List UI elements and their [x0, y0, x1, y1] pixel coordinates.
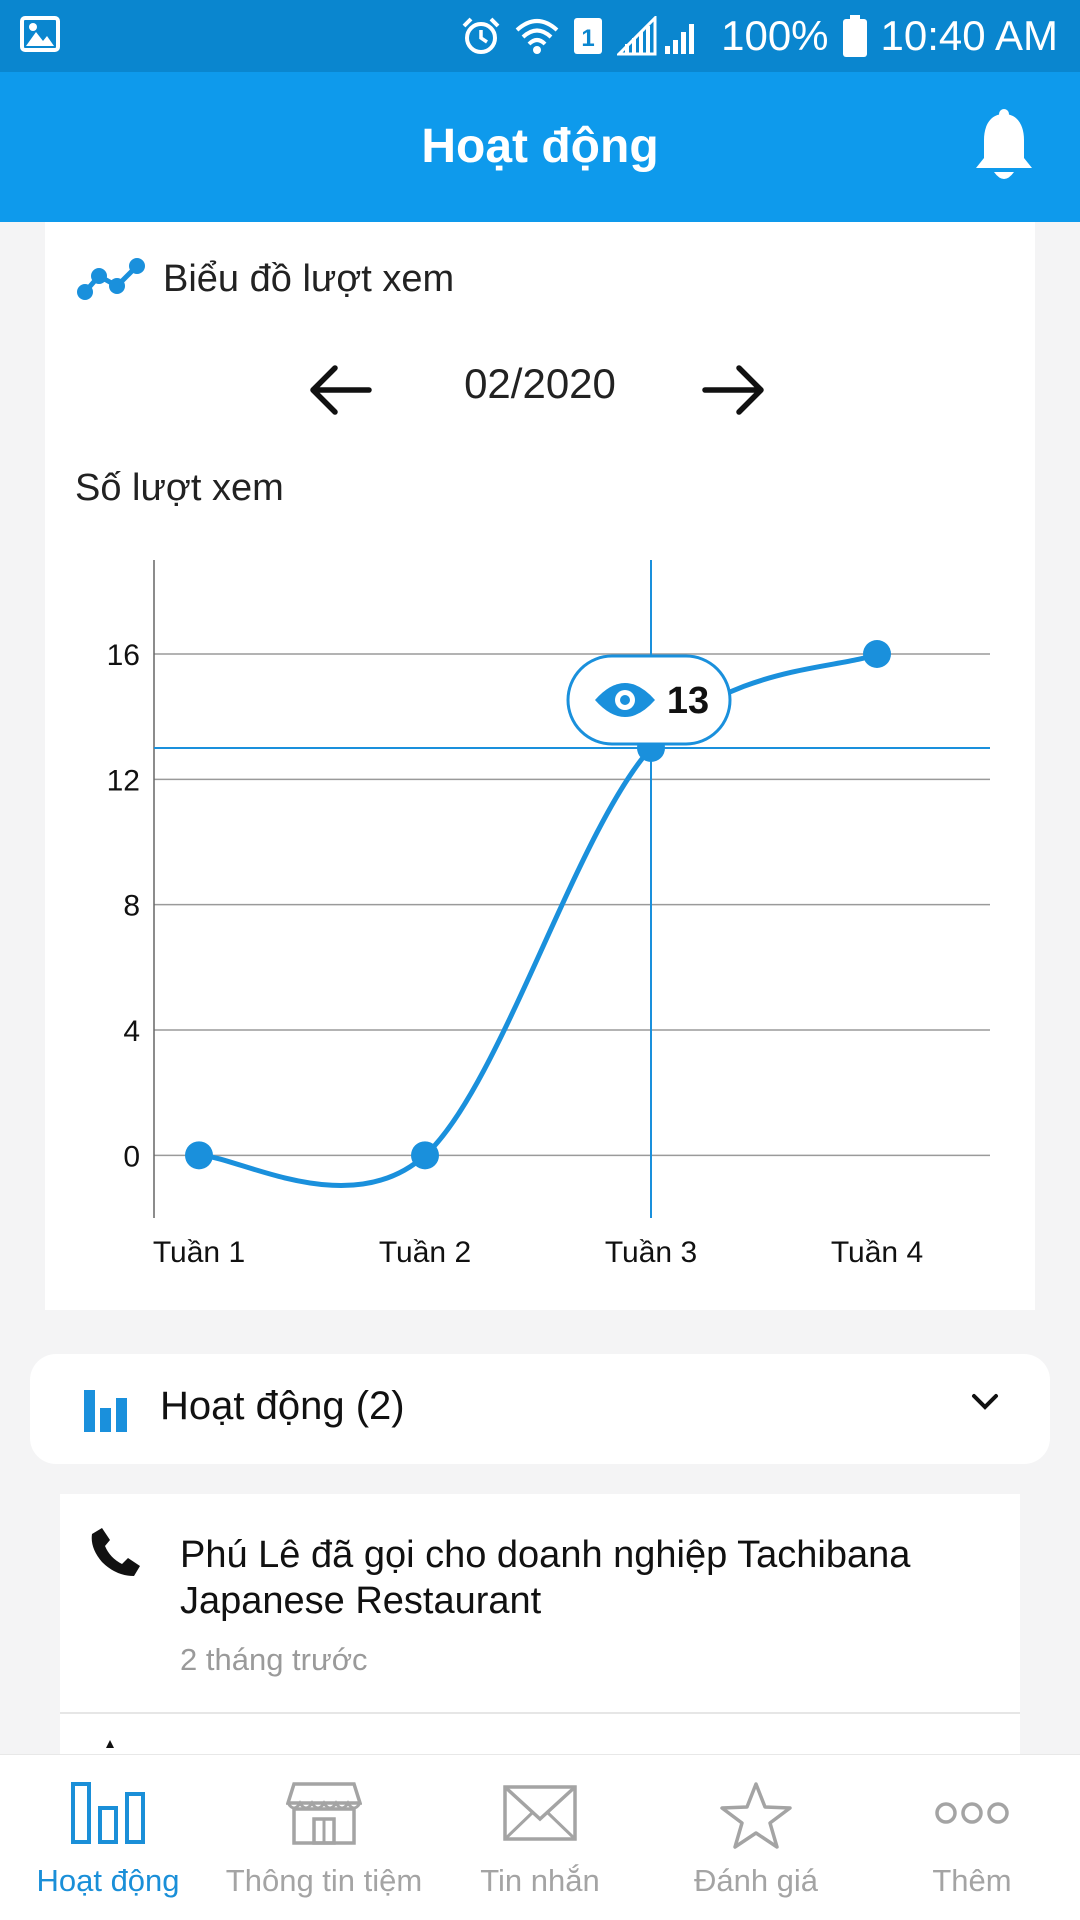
- next-month-button[interactable]: [701, 362, 767, 423]
- x-tick-label: Tuần 2: [379, 1236, 471, 1269]
- x-tick-label: Tuần 1: [153, 1236, 245, 1269]
- list-item[interactable]: Phú Lê đã gọi cho doanh nghiệp Tachibana…: [60, 1494, 1020, 1714]
- tab-activity[interactable]: Hoạt động: [0, 1755, 216, 1920]
- tab-label: Thêm: [932, 1863, 1012, 1898]
- current-month: 02/2020: [464, 360, 616, 407]
- views-line-chart[interactable]: 0 4 8 12 16 Tuần 1 Tuần 2 Tuần 3 Tuần 4 13: [45, 222, 1035, 1310]
- tab-reviews[interactable]: Đánh giá: [648, 1755, 864, 1920]
- eye-icon: [620, 695, 630, 705]
- chevron-down-icon: [972, 1394, 998, 1410]
- tab-label: Hoạt động: [36, 1863, 180, 1898]
- wifi-icon: [515, 19, 559, 54]
- x-tick-label: Tuần 3: [605, 1236, 697, 1269]
- y-tick-label: 8: [123, 890, 140, 923]
- store-icon: [286, 1782, 362, 1845]
- chart-card-header: Biểu đồ lượt xem: [75, 252, 454, 306]
- phone-icon: [91, 1528, 140, 1576]
- more-icon: [935, 1802, 1009, 1824]
- views-chart-card: Biểu đồ lượt xem 02/2020 Số lượt xem 0 4 8…: [45, 222, 1035, 1310]
- x-tick-label: Tuần 4: [831, 1236, 923, 1269]
- signal-icon: [617, 16, 695, 56]
- y-tick-label: 16: [107, 639, 140, 672]
- activity-text: Phú Lê đã gọi cho doanh nghiệp Tachibana…: [180, 1534, 911, 1622]
- y-tick-label: 4: [123, 1015, 140, 1048]
- tab-label: Thông tin tiệm: [225, 1863, 423, 1898]
- data-point: [863, 640, 891, 668]
- tab-label: Tin nhắn: [480, 1863, 600, 1898]
- activity-section-title: Hoạt động (2): [160, 1384, 405, 1428]
- month-navigator: 02/2020: [45, 352, 1035, 432]
- arrow-left-icon: [310, 365, 372, 415]
- activity-chart-icon: [71, 1782, 145, 1844]
- chart-card-title: Biểu đồ lượt xem: [163, 257, 455, 300]
- gallery-icon: [20, 16, 60, 52]
- bar-chart-icon: [84, 1390, 127, 1432]
- star-icon: [720, 1782, 792, 1849]
- y-axis-title: Số lượt xem: [75, 467, 284, 509]
- y-tick-label: 12: [107, 764, 140, 797]
- clock: 10:40 AM: [880, 12, 1058, 59]
- tab-store-info[interactable]: Thông tin tiệm: [216, 1755, 432, 1920]
- status-bar: 1 100% 10:40 AM: [0, 0, 1080, 72]
- battery-percent: 100%: [721, 12, 829, 59]
- phone-icon: [106, 1740, 114, 1748]
- y-tick-label: 0: [123, 1140, 140, 1173]
- app-header: Hoạt động: [0, 72, 1080, 222]
- activity-list: Phú Lê đã gọi cho doanh nghiệp Tachibana…: [60, 1494, 1020, 1754]
- data-point: [185, 1141, 213, 1170]
- sim1-icon: 1: [574, 18, 603, 54]
- bottom-navigation: Hoạt động Thông tin tiệm Tin nhắn: [0, 1754, 1080, 1920]
- alarm-icon: [462, 17, 500, 54]
- arrow-right-icon: [702, 365, 764, 415]
- data-point: [411, 1141, 439, 1170]
- tooltip-value: 13: [667, 680, 709, 722]
- notifications-button[interactable]: [972, 108, 1036, 191]
- battery-icon: [842, 15, 867, 57]
- tab-messages[interactable]: Tin nhắn: [432, 1755, 648, 1920]
- bell-icon: [976, 109, 1032, 179]
- prev-month-button[interactable]: [307, 362, 373, 423]
- tab-more[interactable]: Thêm: [864, 1755, 1080, 1920]
- series-line: [198, 651, 878, 1188]
- activity-section-toggle[interactable]: Hoạt động (2): [30, 1354, 1050, 1464]
- mail-icon: [503, 1785, 577, 1841]
- tab-label: Đánh giá: [693, 1863, 819, 1898]
- activity-time: 2 tháng trước: [180, 1642, 368, 1677]
- svg-text:1: 1: [581, 25, 594, 52]
- page-title: Hoạt động: [421, 120, 659, 173]
- line-chart-icon: [77, 258, 145, 300]
